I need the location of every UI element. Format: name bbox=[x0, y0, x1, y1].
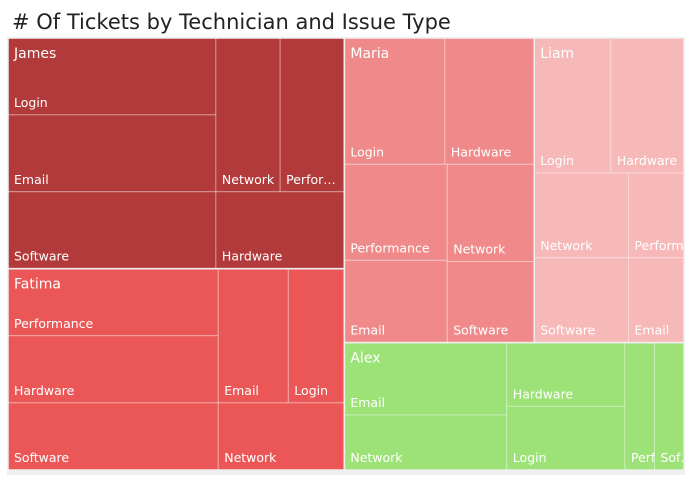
leaf-label-liam-software: Software bbox=[540, 323, 595, 338]
leaf-james-login[interactable] bbox=[7, 37, 217, 116]
leaf-james-perfor[interactable] bbox=[279, 37, 345, 193]
leaf-fatima-performance[interactable] bbox=[7, 268, 219, 337]
leaf-label-maria-login: Login bbox=[350, 144, 384, 159]
treemap-panel: Login Email Software Network Perfor… Hardware… bbox=[7, 37, 685, 475]
leaf-liam-login[interactable] bbox=[533, 37, 612, 174]
leaf-label-fatima-login: Login bbox=[294, 383, 328, 398]
group-label-maria: Maria bbox=[350, 46, 389, 62]
group-border-alex bbox=[343, 341, 685, 471]
leaf-label-james-software: Software bbox=[14, 249, 69, 264]
leaf-alex-hardware[interactable] bbox=[506, 342, 626, 407]
leaf-label-alex-sof: Sof… bbox=[660, 450, 685, 465]
leaf-label-maria-hardware: Hardware bbox=[451, 144, 512, 159]
group-label-james: James bbox=[13, 46, 56, 62]
leaf-maria-email[interactable] bbox=[343, 259, 448, 344]
leaf-label-maria-email: Email bbox=[350, 323, 385, 338]
leaf-james-software[interactable] bbox=[7, 191, 217, 270]
leaf-liam-perform[interactable] bbox=[628, 172, 685, 259]
leaf-label-fatima-email: Email bbox=[224, 383, 259, 398]
chart-title: # Of Tickets by Technician and Issue Typ… bbox=[12, 10, 451, 34]
leaf-label-alex-email: Email bbox=[350, 395, 385, 410]
leaf-label-james-email: Email bbox=[14, 172, 49, 187]
leaf-label-fatima-hardware: Hardware bbox=[14, 383, 75, 398]
leaf-maria-network[interactable] bbox=[446, 163, 535, 263]
leaf-liam-software[interactable] bbox=[533, 257, 630, 344]
leaf-label-maria-network: Network bbox=[453, 242, 506, 257]
leaf-label-james-hardware: Hardware bbox=[222, 249, 283, 264]
leaf-label-fatima-network: Network bbox=[224, 450, 277, 465]
leaf-label-fatima-performance: Performance bbox=[14, 316, 94, 331]
leaf-label-james-network: Network bbox=[222, 172, 275, 187]
leaf-label-maria-performance: Performance bbox=[350, 240, 430, 255]
leaf-label-liam-network: Network bbox=[540, 238, 593, 253]
leaf-james-network[interactable] bbox=[215, 37, 281, 193]
leaf-liam-hardware[interactable] bbox=[610, 37, 685, 174]
leaf-label-liam-login: Login bbox=[540, 153, 574, 168]
leaf-james-hardware[interactable] bbox=[215, 191, 345, 270]
leaf-fatima-email[interactable] bbox=[217, 268, 289, 404]
leaf-label-alex-hardware: Hardware bbox=[513, 386, 574, 401]
leaf-label-maria-software: Software bbox=[453, 323, 508, 338]
leaf-label-fatima-software: Software bbox=[14, 450, 69, 465]
leaf-liam-email[interactable] bbox=[628, 257, 685, 344]
leaf-fatima-hardware[interactable] bbox=[7, 335, 219, 404]
leaf-james-email[interactable] bbox=[7, 114, 217, 193]
leaf-label-james-perfor: Perfor… bbox=[286, 172, 336, 187]
leaf-alex-perf[interactable] bbox=[624, 342, 655, 471]
leaf-label-liam-perform: Perform… bbox=[635, 238, 685, 253]
group-label-alex: Alex bbox=[350, 351, 380, 367]
treemap: Login Email Software Network Perfor… Hardware… bbox=[7, 37, 685, 471]
leaf-fatima-network[interactable] bbox=[217, 402, 345, 471]
leaf-label-liam-hardware: Hardware bbox=[617, 153, 678, 168]
leaf-maria-performance[interactable] bbox=[343, 163, 448, 261]
leaf-label-james-login: Login bbox=[14, 95, 48, 110]
group-label-liam: Liam bbox=[540, 46, 574, 62]
leaf-maria-hardware[interactable] bbox=[444, 37, 535, 165]
leaf-fatima-login[interactable] bbox=[287, 268, 345, 404]
leaf-label-alex-login: Login bbox=[513, 450, 547, 465]
group-label-fatima: Fatima bbox=[14, 277, 61, 293]
leaf-liam-network[interactable] bbox=[533, 172, 630, 259]
leaf-label-liam-email: Email bbox=[635, 323, 670, 338]
leaf-label-alex-network: Network bbox=[350, 450, 403, 465]
leaf-alex-email[interactable] bbox=[343, 342, 508, 416]
leaf-maria-software[interactable] bbox=[446, 261, 535, 344]
